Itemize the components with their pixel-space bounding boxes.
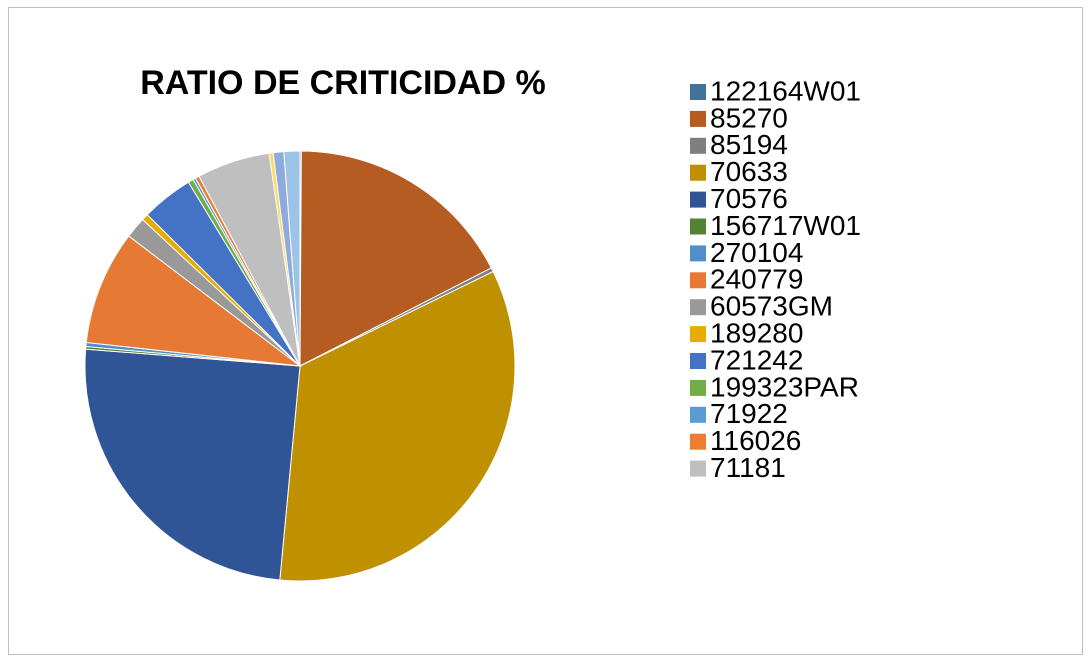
legend-swatch	[690, 299, 706, 316]
pie-slice	[279, 270, 516, 582]
legend-swatch	[690, 460, 706, 477]
legend-label: 71922	[710, 398, 788, 429]
legend-label: 85194	[710, 129, 788, 160]
legend-swatch	[690, 272, 706, 289]
legend-swatch	[690, 406, 706, 423]
legend-swatch	[690, 84, 706, 100]
legend-label: 156717W01	[710, 210, 861, 241]
legend-label: 270104	[710, 237, 803, 268]
legend-swatch	[690, 137, 706, 154]
legend-label: 70576	[710, 183, 788, 214]
legend-swatch	[690, 353, 706, 369]
legend-label: 122164W01	[710, 75, 861, 106]
pie-slice	[85, 235, 302, 367]
legend-label: 721242	[710, 344, 803, 375]
pie-slice	[283, 150, 301, 367]
legend-label: 240779	[710, 264, 803, 295]
legend-swatch	[690, 433, 706, 450]
legend-swatch	[690, 191, 706, 208]
legend-swatch	[690, 245, 706, 262]
legend-label: 70633	[710, 156, 788, 187]
legend-label: 189280	[710, 317, 803, 348]
pie-slice	[84, 348, 301, 581]
legend-swatch	[690, 379, 706, 396]
chart-title: RATIO DE CRITICIDAD %	[140, 64, 545, 102]
legend-swatch	[690, 110, 706, 127]
legend-label: 116026	[710, 425, 801, 456]
legend-swatch	[690, 164, 706, 181]
legend-label: 85270	[710, 102, 788, 133]
legend-swatch	[690, 218, 706, 235]
legend-label: 60573GM	[710, 291, 833, 322]
legend-swatch	[690, 326, 706, 343]
legend-label: 199323PAR	[710, 371, 859, 402]
legend-label: 71181	[710, 452, 786, 483]
pie-slice	[299, 150, 493, 367]
